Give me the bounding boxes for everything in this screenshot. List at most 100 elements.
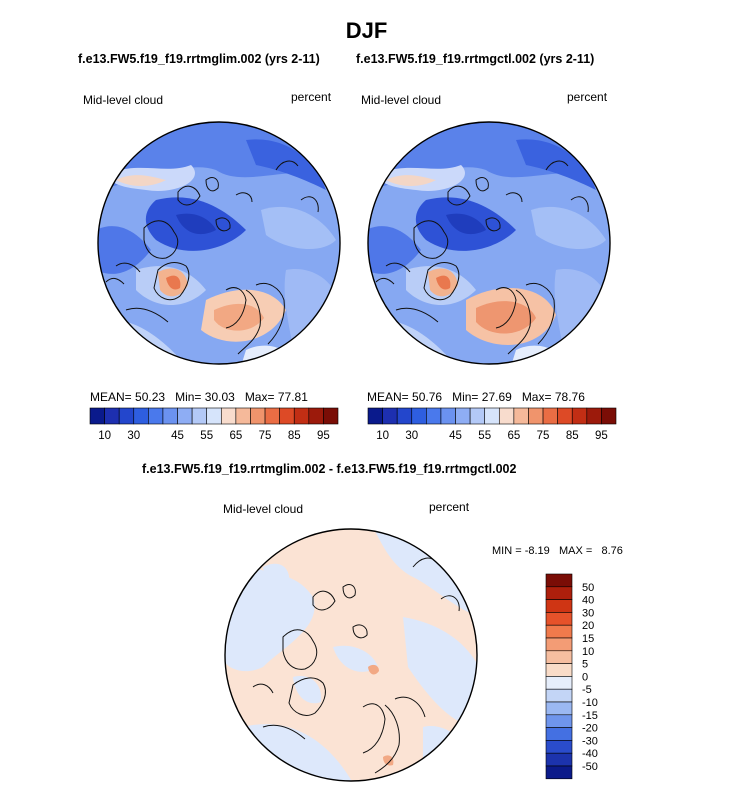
colorbar-tick-labels: 10 30 45 55 65 75 85 95 xyxy=(98,430,330,442)
colorbar-box xyxy=(498,407,515,425)
panel-2-variable-label: Mid-level cloud xyxy=(361,93,442,107)
colorbar-tick-label: 65 xyxy=(229,430,242,442)
colorbar-boxes xyxy=(545,573,573,780)
panel-2-min-value: 27.69 xyxy=(481,390,512,404)
colorbar-tick-label: 5 xyxy=(582,659,588,671)
panel-1-max-value: 77.81 xyxy=(277,390,308,404)
colorbar-tick-label: 75 xyxy=(537,430,550,442)
colorbar-box xyxy=(545,714,573,728)
colorbar-box xyxy=(220,407,237,425)
colorbar-tick-label: -40 xyxy=(582,748,598,760)
colorbar-tick-label: 55 xyxy=(478,430,491,442)
colorbar-tick-label: 50 xyxy=(582,582,594,594)
panel-1-colorbar: 10 30 45 55 65 75 85 95 xyxy=(89,407,339,442)
panel-1-polar-map xyxy=(97,121,341,365)
colorbar-tick-label: 20 xyxy=(582,620,594,632)
colorbar-tick-label: -5 xyxy=(582,684,592,696)
colorbar-box xyxy=(118,407,135,425)
colorbar-box xyxy=(586,407,602,425)
diff-polar-map xyxy=(224,528,478,782)
colorbar-box xyxy=(545,676,573,690)
colorbar-box xyxy=(469,407,486,425)
colorbar-tick-label: 30 xyxy=(127,430,140,442)
page-title: DJF xyxy=(345,18,388,43)
colorbar-box xyxy=(206,407,222,425)
colorbar-box xyxy=(545,650,573,664)
colorbar-tick-label: 15 xyxy=(582,633,594,645)
colorbar-box xyxy=(545,740,573,754)
panel-2-mean-label: MEAN= xyxy=(367,390,409,404)
colorbar-tick-label: 85 xyxy=(566,430,579,442)
diff-minmax: MIN = -8.19 MAX = 8.76 xyxy=(492,545,623,557)
colorbar-box xyxy=(162,407,178,425)
colorbar-tick-label: 10 xyxy=(582,646,594,658)
colorbar-tick-label: 75 xyxy=(259,430,272,442)
colorbar-tick-label: -20 xyxy=(582,723,598,735)
colorbar-box xyxy=(545,663,573,677)
colorbar-box xyxy=(308,407,324,425)
diff-variable-label: Mid-level cloud xyxy=(223,502,304,516)
colorbar-tick-label: 95 xyxy=(595,430,608,442)
diff-max-value: 8.76 xyxy=(601,545,623,557)
colorbar-tick-label: 95 xyxy=(317,430,330,442)
panel-2-mean-value: 50.76 xyxy=(412,390,443,404)
colorbar-box xyxy=(601,407,617,425)
panel-2-polar-map xyxy=(367,121,611,365)
colorbar-box xyxy=(545,586,573,600)
panel-1-max-label: Max= xyxy=(244,390,275,404)
colorbar-box xyxy=(513,407,529,425)
colorbar-boxes xyxy=(367,407,617,425)
colorbar-box xyxy=(382,407,398,425)
colorbar-box xyxy=(411,407,427,425)
colorbar-box xyxy=(557,407,573,425)
colorbar-box xyxy=(545,612,573,626)
colorbar-box xyxy=(545,624,573,639)
colorbar-box xyxy=(264,407,280,425)
panel-1-min-value: 30.03 xyxy=(204,390,235,404)
panel-2-caption: f.e13.FW5.f19_f19.rrtmgctl.002 (yrs 2-11… xyxy=(356,52,595,66)
colorbar-tick-label: 45 xyxy=(449,430,462,442)
diff-min-label: MIN = xyxy=(492,545,522,557)
panel-1-mean-label: MEAN= xyxy=(90,390,132,404)
colorbar-tick-label: -15 xyxy=(582,710,598,722)
colorbar-tick-label: -30 xyxy=(582,735,598,747)
panel-2-stats: MEAN= 50.76 Min= 27.69 Max= 78.76 xyxy=(367,390,585,404)
panel-2-units: percent xyxy=(567,90,608,104)
panel-2-min-label: Min= xyxy=(452,390,479,404)
colorbar-boxes xyxy=(89,407,339,425)
colorbar-tick-label: 85 xyxy=(288,430,301,442)
panel-1-caption: f.e13.FW5.f19_f19.rrtmglim.002 (yrs 2-11… xyxy=(78,52,320,66)
colorbar-tick-label: 65 xyxy=(507,430,520,442)
colorbar-tick-labels: 10 30 45 55 65 75 85 95 xyxy=(376,430,608,442)
colorbar-box xyxy=(484,407,500,425)
colorbar-box xyxy=(545,765,573,780)
colorbar-box xyxy=(545,727,573,741)
colorbar-tick-label: 10 xyxy=(98,430,111,442)
colorbar-box xyxy=(293,407,310,425)
colorbar-box xyxy=(367,407,383,425)
colorbar-box xyxy=(542,407,558,425)
colorbar-box xyxy=(279,407,295,425)
colorbar-box xyxy=(528,407,544,425)
colorbar-box xyxy=(545,701,573,716)
colorbar-box xyxy=(177,407,193,425)
colorbar-box xyxy=(148,407,164,425)
colorbar-box xyxy=(545,688,573,703)
colorbar-box xyxy=(89,407,105,425)
colorbar-box xyxy=(426,407,442,425)
colorbar-tick-label: -50 xyxy=(582,761,598,773)
colorbar-tick-label: 45 xyxy=(171,430,184,442)
colorbar-tick-label: 30 xyxy=(405,430,418,442)
colorbar-box xyxy=(440,407,456,425)
colorbar-box xyxy=(545,637,573,652)
panel-2-colorbar: 10 30 45 55 65 75 85 95 xyxy=(367,407,617,442)
colorbar-box xyxy=(396,407,413,425)
colorbar-tick-label: 55 xyxy=(200,430,213,442)
colorbar-box xyxy=(545,599,573,613)
panel-1-units: percent xyxy=(291,90,332,104)
panel-1-variable-label: Mid-level cloud xyxy=(83,93,164,107)
panel-1-min-label: Min= xyxy=(175,390,202,404)
panel-1-mean-value: 50.23 xyxy=(135,390,166,404)
